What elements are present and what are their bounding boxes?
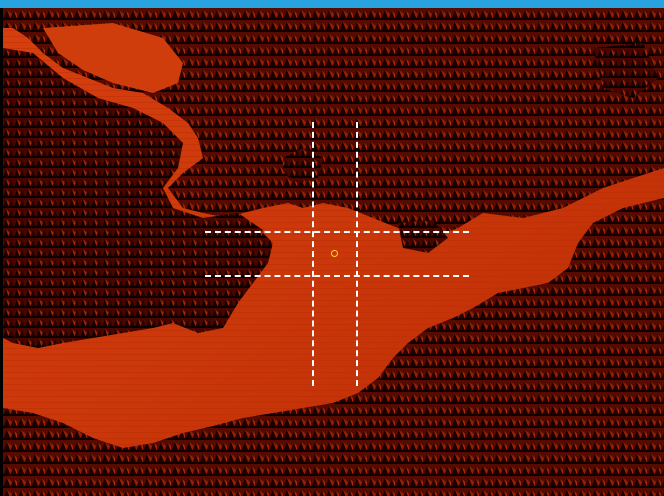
target-circle-icon[interactable] — [331, 250, 338, 257]
forest-region-west — [3, 48, 273, 348]
window-titlebar — [0, 0, 664, 8]
map-viewport[interactable] — [3, 8, 664, 496]
forest-region-southeast — [3, 198, 664, 496]
